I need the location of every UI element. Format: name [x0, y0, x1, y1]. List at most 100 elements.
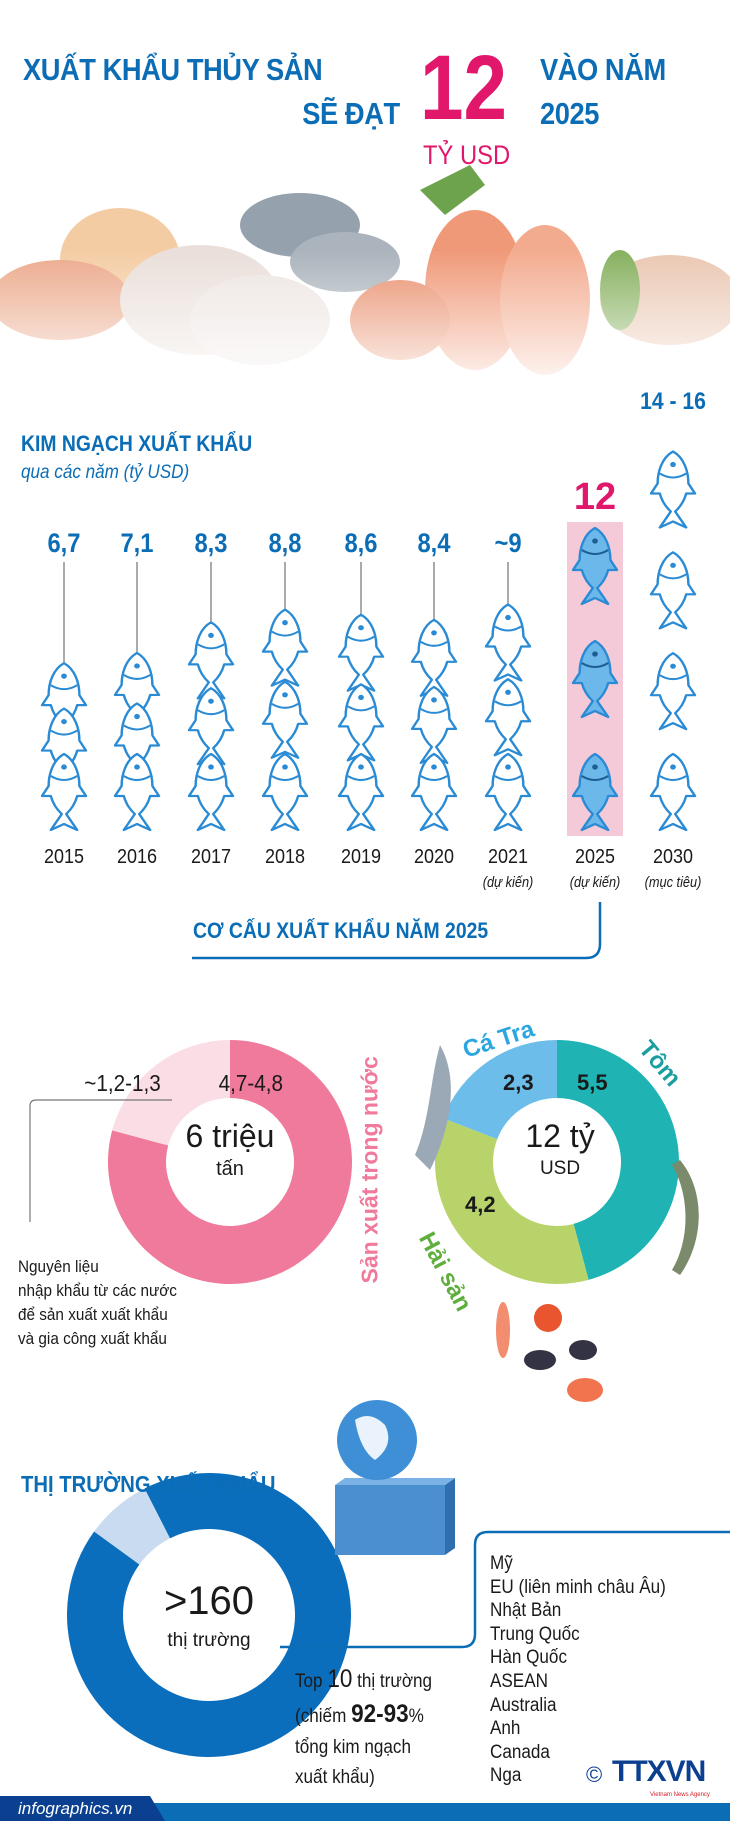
top-count: 10 [327, 1665, 353, 1693]
note-line: Nguyên liệu [18, 1257, 99, 1276]
fish-pictogram-chart [40, 450, 697, 836]
market-item: Australia [490, 1694, 557, 1716]
fish-icon [113, 752, 161, 832]
fish-icon [261, 752, 309, 832]
donut-slice [443, 1040, 557, 1140]
seafood-illustration [0, 165, 730, 400]
shrimp-value-label: 5,5 [577, 1070, 608, 1095]
fish-icon [261, 608, 309, 687]
market-item: Trung Quốc [490, 1623, 580, 1645]
headline-unit: TỶ USD [423, 140, 511, 170]
year-note: (dự kiến) [569, 874, 621, 891]
market-item: ASEAN [490, 1670, 548, 1692]
note-leader-line [29, 1099, 172, 1222]
markets-heading: THỊ TRƯỜNG XUẤT KHẨU [21, 1471, 276, 1497]
imported-note: Nguyên liệu nhập khẩu từ các nước để sản… [18, 1255, 177, 1351]
ttxvn-logo: TTXVN [612, 1755, 706, 1788]
market-item: Canada [490, 1741, 550, 1763]
market-item: Nhật Bản [490, 1600, 562, 1622]
fish-icon [649, 551, 697, 630]
export-value-subheading: qua các năm (tỷ USD) [21, 462, 190, 483]
domestic-value-label: 4,7-4,8 [218, 1070, 284, 1096]
year-label: 2020 [413, 846, 455, 868]
fish-icon [484, 678, 532, 757]
donut-slice [557, 1040, 679, 1280]
connector-line [192, 902, 602, 960]
market-item: EU (liên minh châu Âu) [490, 1576, 666, 1598]
catra-value-label: 2,3 [503, 1070, 534, 1095]
imported-value-label: ~1,2-1,3 [84, 1070, 161, 1096]
value-label: 6,7 [47, 528, 81, 558]
value-label: 8,6 [344, 528, 378, 558]
markets-center-value: >160 [163, 1579, 255, 1623]
year-label: 2021 [487, 846, 529, 868]
fish-icon [187, 752, 235, 832]
text: (chiếm [295, 1706, 352, 1727]
note-line: nhập khẩu từ các nước [18, 1281, 177, 1300]
text: tổng kim ngạch [295, 1737, 411, 1758]
headline-value: 12 [420, 37, 507, 139]
year-label: 2025 [574, 846, 616, 868]
market-item: Anh [490, 1718, 521, 1740]
value-label: 7,1 [120, 528, 154, 558]
fish-icon [649, 752, 697, 832]
year-label: 2015 [43, 846, 85, 868]
value-label: 8,8 [268, 528, 302, 558]
target-value-2030: 14 - 16 [640, 388, 706, 415]
value-center-value: 12 tỷ [525, 1118, 595, 1154]
market-item: Hàn Quốc [490, 1647, 567, 1669]
year-label: 2016 [116, 846, 158, 868]
logo-tagline: Vietnam News Agency [650, 1792, 710, 1798]
title-right-2: 2025 [540, 96, 599, 131]
top10-market-list: Mỹ EU (liên minh châu Âu) Nhật Bản Trung Qu… [490, 1552, 666, 1788]
note-line: để sản xuất xuất khẩu [18, 1305, 168, 1324]
title-line-1: XUẤT KHẨU THỦY SẢN [23, 52, 323, 87]
text: xuất khẩu) [295, 1767, 375, 1788]
export-value-heading: KIM NGẠCH XUẤT KHẨU [21, 431, 253, 456]
site-link[interactable]: infographics.vn [18, 1799, 133, 1818]
fish-icon [649, 450, 697, 529]
donut-slice [108, 1040, 352, 1284]
market-item: Nga [490, 1765, 522, 1787]
fish-icon [571, 752, 619, 832]
fish-icon [40, 752, 88, 832]
fish-icon [571, 639, 619, 719]
footer-bar [0, 1803, 730, 1821]
value-label: 8,4 [417, 528, 451, 558]
year-label: 2018 [264, 846, 306, 868]
fish-icon [410, 752, 458, 832]
title-line-2: SẼ ĐẠT [302, 96, 401, 131]
year-note: (dự kiến) [482, 874, 534, 891]
value-label: 8,3 [194, 528, 228, 558]
title-right-1: VÀO NĂM [540, 52, 666, 87]
fish-icon [571, 526, 619, 606]
fish-icon [337, 752, 385, 832]
top10-summary: Top 10 thị trường (chiếm 92-93% tổng kim… [295, 1663, 432, 1793]
fish-icon [484, 752, 532, 832]
highlight-value-2025: 12 [573, 476, 617, 518]
donut-slice [112, 1040, 230, 1146]
text: thị trường [352, 1671, 433, 1692]
note-line: và gia công xuất khẩu [18, 1329, 167, 1348]
fish-icon [484, 603, 532, 682]
seafood-value-label: 4,2 [465, 1192, 496, 1217]
fish-icon [649, 652, 697, 731]
value-center-unit: USD [539, 1158, 581, 1179]
donut-slice [94, 1488, 170, 1565]
year-note: (mục tiêu) [644, 874, 702, 891]
copyright-symbol: © [586, 1762, 603, 1787]
year-label: 2030 [652, 846, 694, 868]
fish-icon [261, 680, 309, 759]
year-label: 2017 [190, 846, 232, 868]
value-label: ~9 [494, 528, 522, 558]
share-value: 92-93 [351, 1700, 409, 1728]
markets-center-unit: thị trường [167, 1630, 251, 1651]
volume-center-value: 6 triệu [185, 1118, 275, 1154]
market-item: Mỹ [490, 1553, 513, 1574]
structure-heading: CƠ CẤU XUẤT KHẨU NĂM 2025 [193, 918, 489, 943]
volume-center-unit: tấn [216, 1158, 244, 1180]
